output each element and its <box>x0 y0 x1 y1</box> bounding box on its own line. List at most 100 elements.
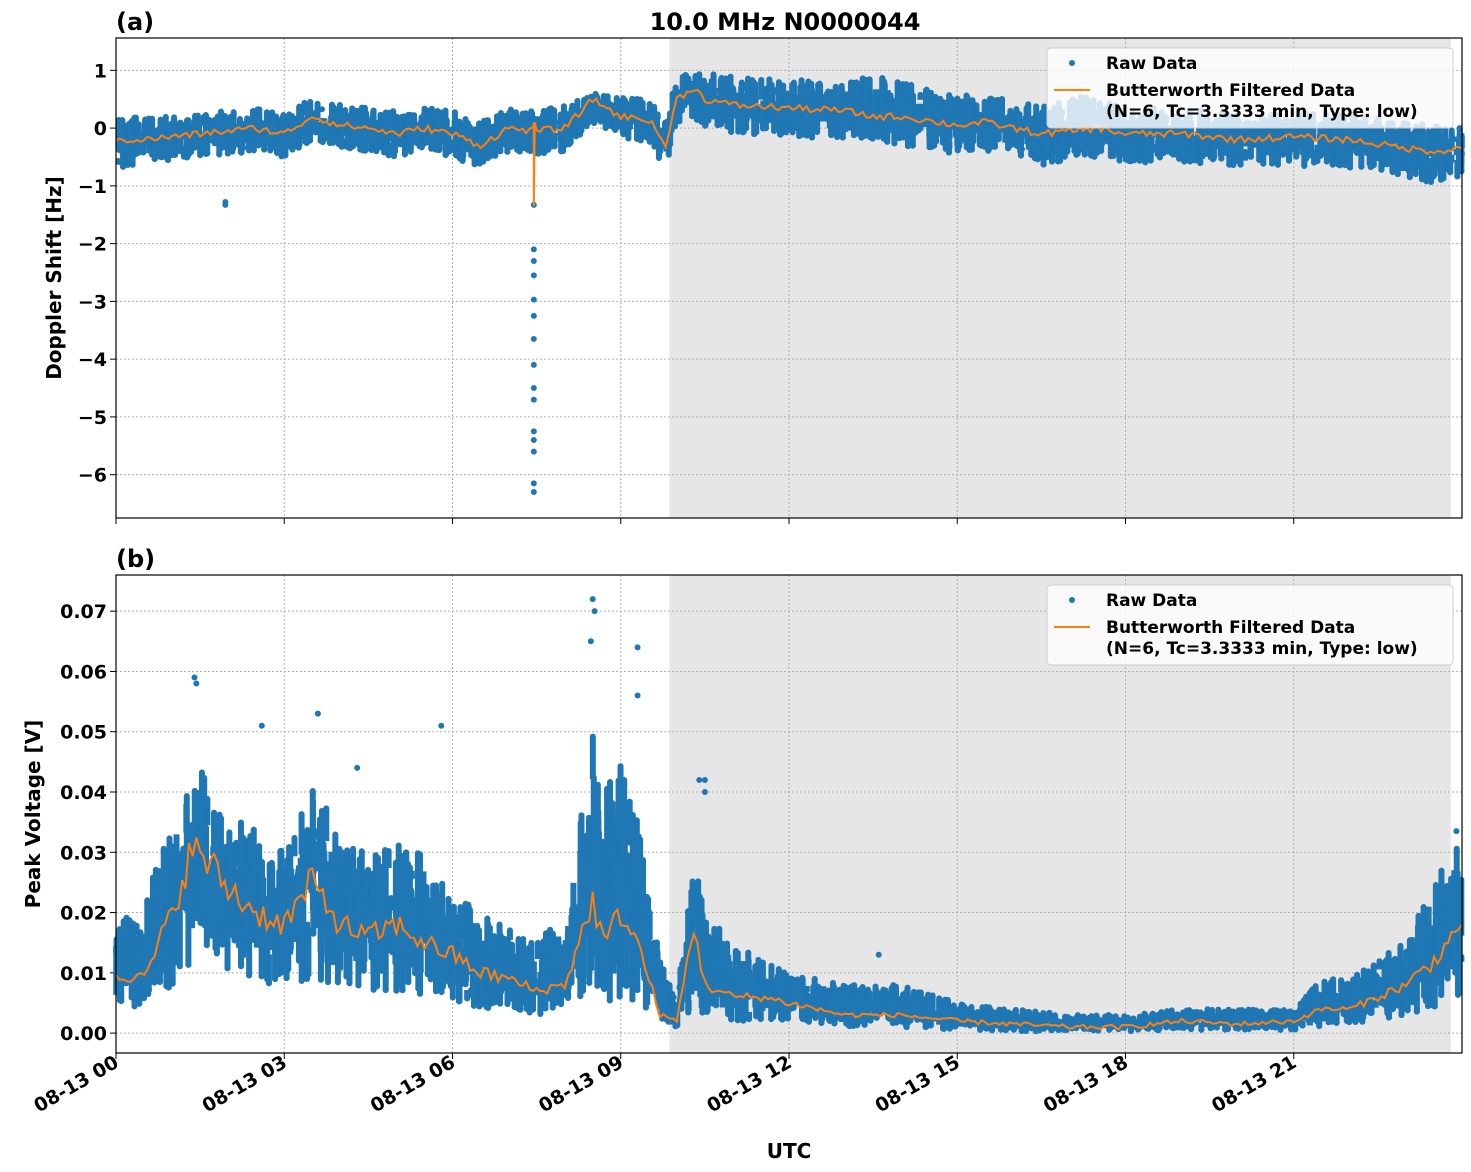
y-tick-label: −1 <box>78 176 107 198</box>
raw-data-point <box>1269 157 1276 164</box>
raw-data-strip <box>237 123 244 153</box>
raw-data-point <box>522 110 529 117</box>
raw-data-point <box>506 109 513 116</box>
raw-data-point <box>705 117 712 124</box>
y-tick-label: 0.01 <box>60 963 107 985</box>
raw-data-strip <box>350 113 357 148</box>
raw-data-strip <box>382 112 389 138</box>
raw-data-point <box>838 82 845 89</box>
raw-data-point <box>1274 161 1281 168</box>
raw-data-strip <box>126 123 133 151</box>
raw-data-point <box>1329 161 1336 168</box>
raw-data-point <box>183 793 190 800</box>
raw-data-point <box>398 122 405 129</box>
raw-data-strip <box>557 114 564 123</box>
raw-data-point <box>679 73 686 80</box>
raw-data-strip <box>437 125 444 139</box>
raw-data-point <box>976 141 983 148</box>
raw-data-point <box>238 883 245 890</box>
raw-data-point <box>191 118 198 125</box>
raw-data-point <box>134 144 141 151</box>
raw-data-point <box>1259 151 1266 158</box>
raw-data-point <box>1311 159 1318 166</box>
raw-data-point <box>413 140 420 147</box>
raw-data-point <box>299 127 306 134</box>
raw-data-point <box>720 105 727 112</box>
raw-data-point <box>225 923 232 930</box>
raw-data-point <box>1230 162 1237 169</box>
raw-data-point <box>767 85 774 92</box>
raw-data-strip <box>434 111 441 143</box>
raw-data-point <box>335 106 342 113</box>
raw-data-point <box>332 134 339 141</box>
raw-data-point <box>255 142 262 149</box>
raw-data-point <box>707 87 714 94</box>
raw-data-point <box>880 135 887 142</box>
raw-data-point <box>183 802 190 809</box>
raw-data-point <box>871 121 878 128</box>
raw-data-strip <box>192 132 199 148</box>
raw-data-point <box>1450 135 1457 142</box>
raw-data-strip <box>405 114 412 128</box>
raw-data-point <box>937 95 944 102</box>
raw-data-point <box>1454 173 1461 180</box>
raw-data-point <box>1123 136 1130 143</box>
raw-data-point <box>286 117 293 124</box>
raw-data-point <box>714 87 721 94</box>
raw-data-point <box>672 84 679 91</box>
raw-data-strip <box>180 145 187 158</box>
raw-data-point <box>256 106 263 113</box>
raw-data-point <box>547 110 554 117</box>
raw-data-strip <box>506 112 513 139</box>
raw-data-strip <box>945 108 952 152</box>
raw-data-point <box>198 769 205 776</box>
raw-data-strip <box>386 112 393 142</box>
raw-data-strip <box>155 129 162 137</box>
raw-data-point <box>228 849 235 856</box>
y-tick-label: −2 <box>78 234 107 256</box>
raw-data-strip <box>203 125 210 136</box>
raw-data-point <box>200 113 207 120</box>
raw-data-point <box>1404 134 1411 141</box>
raw-data-point <box>405 111 412 118</box>
raw-data-point <box>1017 152 1024 159</box>
raw-data-point <box>798 77 805 84</box>
raw-data-point <box>501 137 508 144</box>
raw-data-point <box>312 123 319 130</box>
raw-data-strip <box>338 115 345 148</box>
raw-data-point <box>368 147 375 154</box>
raw-data-point <box>789 81 796 88</box>
raw-data-point <box>610 116 617 123</box>
y-tick-label: 0.02 <box>60 903 107 925</box>
raw-data-strip <box>301 102 308 116</box>
raw-data-strip <box>169 142 176 157</box>
raw-data-point <box>120 918 127 925</box>
raw-data-point <box>795 123 802 130</box>
raw-data-point <box>133 922 140 929</box>
raw-data-point <box>1081 151 1088 158</box>
raw-data-point <box>1424 176 1431 183</box>
raw-data-point <box>1085 145 1092 152</box>
raw-data-point <box>600 95 607 102</box>
raw-data-point <box>362 147 369 154</box>
raw-data-point <box>296 103 303 110</box>
raw-data-point <box>263 137 270 144</box>
raw-data-point <box>749 94 756 101</box>
raw-data-strip <box>203 126 210 156</box>
raw-data-point <box>611 122 618 129</box>
raw-data-point <box>1414 138 1421 145</box>
raw-data-point <box>428 105 435 112</box>
raw-data-strip <box>428 108 435 134</box>
raw-data-point <box>591 120 598 127</box>
raw-data-point <box>421 105 428 112</box>
raw-data-point <box>213 813 220 820</box>
raw-data-strip <box>401 136 408 144</box>
raw-data-point <box>319 139 326 146</box>
raw-data-strip <box>497 143 504 153</box>
raw-data-point <box>236 116 243 123</box>
raw-data-point <box>381 117 388 124</box>
raw-data-point <box>1110 153 1117 160</box>
raw-data-point <box>1440 175 1447 182</box>
